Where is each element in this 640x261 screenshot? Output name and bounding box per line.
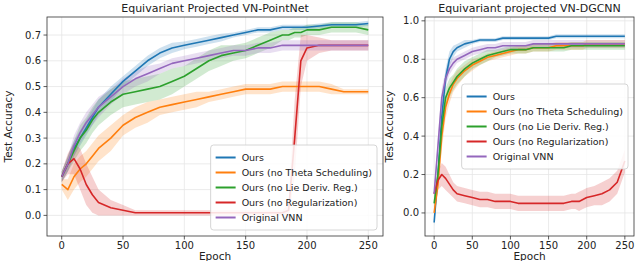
- chart: 0.0 0.1 0.2 0.3 0.4 0.5 0.6 0.7 0 50 100 150 200 250 E…: [2, 2, 383, 261]
- tick: [184, 236, 185, 240]
- tick: [434, 236, 435, 240]
- legend-swatch: [467, 126, 487, 128]
- tick: [44, 60, 48, 61]
- tick-label: 1.0: [403, 15, 419, 26]
- tick: [510, 236, 511, 240]
- legend-label: Ours (no Regularization): [242, 197, 358, 208]
- legend-label: Ours: [242, 152, 264, 163]
- tick: [624, 236, 625, 240]
- legend: Ours Ours (no Theta Scheduling) Ours (no L…: [211, 145, 377, 230]
- figure: 0.0 0.1 0.2 0.3 0.4 0.5 0.6 0.7 0 50 100 150 200 250 E…: [0, 0, 640, 261]
- tick-label: 250: [359, 240, 378, 251]
- legend-label: Ours (no Regularization): [493, 136, 609, 147]
- tick: [422, 136, 426, 137]
- legend-swatch: [216, 217, 236, 219]
- legend-label: Ours (no Theta Scheduling): [493, 106, 623, 117]
- tick-label: 0: [431, 240, 437, 251]
- tick: [245, 236, 246, 240]
- tick: [422, 97, 426, 98]
- title: Equivariant Projected VN-PointNet: [121, 2, 309, 15]
- tick-label: 150: [236, 240, 255, 251]
- tick-label: 0.5: [25, 81, 41, 92]
- legend-label: Ours (no Lie Deriv. Reg.): [493, 121, 609, 132]
- legend-label: Ours (no Lie Deriv. Reg.): [242, 182, 358, 193]
- tick-label: 0.6: [403, 92, 419, 103]
- legend-swatch: [216, 172, 236, 174]
- y-axis-label: Test Accuracy: [383, 91, 395, 164]
- tick: [472, 236, 473, 240]
- legend-label: Original VNN: [242, 212, 303, 223]
- title: Equivariant projected VN-DGCNN: [438, 2, 621, 15]
- tick-label: 50: [466, 240, 479, 251]
- legend-label: Original VNN: [493, 151, 554, 162]
- legend-swatch: [467, 96, 487, 98]
- tick-label: 0.2: [25, 158, 41, 169]
- tick-label: 0: [59, 240, 65, 251]
- tick: [368, 236, 369, 240]
- tick: [422, 20, 426, 21]
- x-axis-label: Epoch: [513, 250, 545, 261]
- legend-box: [462, 84, 628, 169]
- legend-swatch: [216, 157, 236, 159]
- tick-label: 0.2: [403, 169, 419, 180]
- legend-label: Ours (no Theta Scheduling): [242, 167, 372, 178]
- tick-label: 200: [297, 240, 316, 251]
- tick: [44, 35, 48, 36]
- tick-label: 0.0: [25, 210, 41, 221]
- tick-label: 0.3: [25, 133, 41, 144]
- tick: [586, 236, 587, 240]
- plot-frame: [47, 17, 383, 236]
- chart: 0.00.20.40.60.81.0050100150200250Equivar…: [383, 2, 634, 261]
- tick: [61, 236, 62, 240]
- tick-label: 0.0: [403, 207, 419, 218]
- tick-label: 200: [577, 240, 596, 251]
- tick: [123, 236, 124, 240]
- plot-area: [47, 17, 383, 236]
- tick: [44, 138, 48, 139]
- tick: [44, 215, 48, 216]
- legend-box: [211, 145, 377, 230]
- tick-label: 250: [615, 240, 634, 251]
- tick: [422, 174, 426, 175]
- grid-line: [425, 212, 634, 213]
- tick-label: 0.8: [403, 54, 419, 65]
- tick-label: 0.6: [25, 55, 41, 66]
- grid-line: [61, 17, 62, 236]
- grid-line: [184, 17, 185, 236]
- legend-label: Ours: [493, 91, 515, 102]
- legend-swatch: [216, 202, 236, 204]
- legend-swatch: [216, 187, 236, 189]
- tick: [44, 112, 48, 113]
- tick: [422, 212, 426, 213]
- tick: [306, 236, 307, 240]
- tick-label: 100: [175, 240, 194, 251]
- y-axis-label: Test Accuracy: [2, 91, 14, 164]
- tick: [44, 163, 48, 164]
- plot-frame: [425, 17, 634, 236]
- tick: [422, 59, 426, 60]
- legend-swatch: [467, 111, 487, 113]
- x-axis-label: Epoch: [199, 250, 231, 261]
- tick-label: 0.4: [25, 107, 41, 118]
- tick-label: 0.4: [403, 131, 419, 142]
- tick: [44, 189, 48, 190]
- tick-label: 0.1: [25, 184, 41, 195]
- legend: Ours Ours (no Theta Scheduling) Ours (no L…: [462, 84, 628, 169]
- tick: [44, 86, 48, 87]
- legend-swatch: [467, 141, 487, 143]
- grid-line: [425, 174, 634, 175]
- tick-label: 50: [117, 240, 130, 251]
- tick: [548, 236, 549, 240]
- legend-swatch: [467, 156, 487, 158]
- grid-line: [425, 20, 634, 21]
- tick-label: 0.7: [25, 30, 41, 41]
- plot-area: [425, 17, 634, 236]
